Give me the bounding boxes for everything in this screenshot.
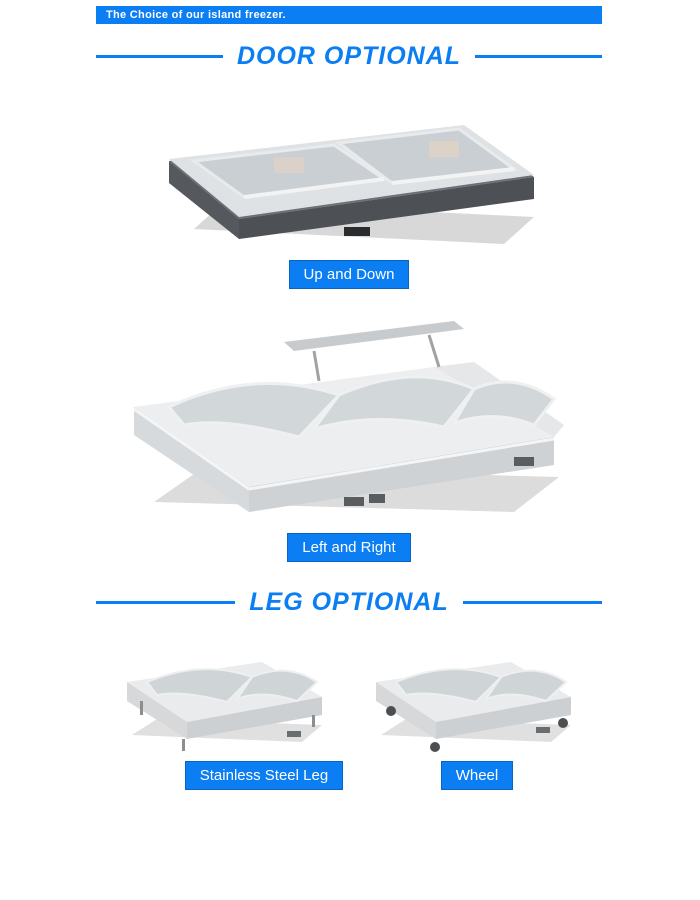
freezer-steel-leg-icon (112, 627, 337, 757)
section-head-leg: LEG OPTIONAL (96, 588, 602, 617)
section-title-leg: LEG OPTIONAL (235, 588, 463, 617)
pill-row-legs: Stainless Steel Leg Wheel (96, 761, 602, 790)
freezer-leftright-icon (114, 307, 584, 527)
freezer-wheel (361, 627, 586, 757)
leg-row (96, 627, 602, 757)
label-up-and-down: Up and Down (289, 260, 410, 289)
freezer-steel-leg (112, 627, 337, 757)
freezer-updown-icon (134, 79, 564, 254)
section-title-door: DOOR OPTIONAL (223, 42, 475, 71)
label-wheel: Wheel (441, 761, 514, 790)
freezer-leftright (96, 307, 602, 527)
top-banner: The Choice of our island freezer. (96, 6, 602, 24)
rule-right-2 (463, 601, 602, 604)
pill-row-updown: Up and Down (96, 260, 602, 289)
rule-left-2 (96, 601, 235, 604)
label-left-and-right: Left and Right (287, 533, 410, 562)
freezer-updown (96, 79, 602, 254)
pill-row-leftright: Left and Right (96, 533, 602, 562)
rule-right (475, 55, 602, 58)
rule-left (96, 55, 223, 58)
freezer-wheel-icon (361, 627, 586, 757)
label-stainless-steel-leg: Stainless Steel Leg (185, 761, 343, 790)
section-head-door: DOOR OPTIONAL (96, 42, 602, 71)
